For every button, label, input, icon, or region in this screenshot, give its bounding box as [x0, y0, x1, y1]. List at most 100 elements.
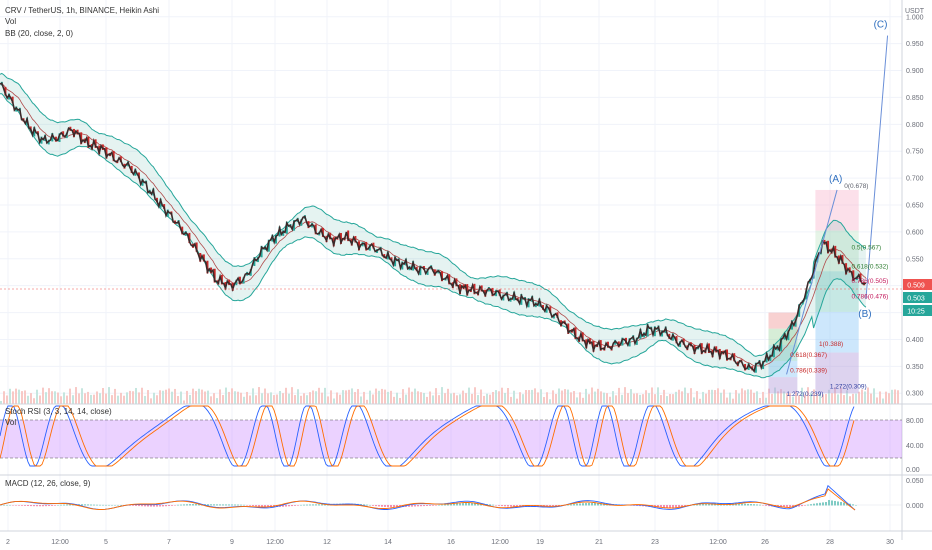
price-tick-label: 0.550 — [906, 256, 924, 263]
fib-label: 0.786(0.339) — [790, 367, 827, 374]
candle — [581, 332, 584, 342]
volume-bar — [561, 390, 563, 404]
macd-bar — [138, 505, 140, 507]
volume-bar — [465, 393, 467, 404]
volume-bar — [729, 392, 731, 404]
macd-bar — [678, 505, 680, 508]
candle — [260, 245, 263, 258]
vertical-grid — [7, 0, 891, 531]
candle — [805, 288, 808, 300]
candle — [567, 323, 570, 334]
volume-bar — [57, 392, 59, 404]
macd-bar — [498, 505, 500, 506]
volume-bar — [831, 393, 833, 404]
candle — [242, 277, 245, 284]
volume-bar — [231, 388, 233, 404]
volume-bar — [261, 393, 263, 404]
macd-bar — [381, 505, 383, 507]
volume-bar — [351, 388, 353, 404]
volume-bar — [156, 395, 158, 404]
volume-bar — [456, 395, 458, 404]
macd-bar — [807, 504, 809, 506]
macd-bar — [579, 503, 581, 506]
volume-bar — [288, 393, 290, 404]
time-tick-label: 30 — [886, 539, 894, 546]
volume-bar — [129, 390, 131, 404]
stoch-label: Stoch RSI (3, 3, 14, 14, close) — [5, 407, 112, 416]
candle — [560, 320, 563, 327]
volume-bar — [765, 397, 767, 404]
volume-bar — [771, 393, 773, 404]
macd-bar — [462, 503, 464, 506]
volume-bar — [114, 388, 116, 404]
volume-bar — [495, 390, 497, 404]
volume-bar — [483, 395, 485, 404]
candle — [733, 353, 736, 362]
volume-bar — [537, 392, 539, 404]
bollinger-upper-band — [0, 72, 867, 357]
stoch-k-line — [0, 405, 855, 467]
volume-bar — [717, 388, 719, 404]
volume-bar — [390, 390, 392, 404]
candle — [671, 333, 674, 341]
volume-bar — [576, 397, 578, 404]
macd-bar — [102, 504, 104, 506]
volume-bar — [369, 390, 371, 404]
macd-bar — [456, 503, 458, 506]
macd-bar — [99, 504, 101, 506]
volume-bar — [711, 389, 713, 404]
time-tick-label: 12:00 — [51, 539, 69, 546]
volume-bar — [27, 395, 29, 404]
macd-bar — [30, 505, 32, 507]
currency-label: USDT — [905, 8, 925, 15]
macd-bar — [111, 504, 113, 506]
macd-bar — [672, 505, 674, 508]
volume-bar — [324, 387, 326, 404]
last-price-tag: 0.509 — [903, 279, 932, 290]
macd-bar — [387, 505, 389, 508]
candle — [769, 354, 772, 362]
macd-bar — [711, 503, 713, 506]
candle — [293, 220, 296, 231]
time-tick-label: 26 — [761, 539, 769, 546]
macd-bar — [708, 503, 710, 506]
volume-bar — [447, 388, 449, 404]
macd-bar — [489, 504, 491, 506]
volume-bar — [588, 394, 590, 404]
macd-bar — [855, 504, 857, 506]
fib-label: 1.272(0.239) — [787, 391, 824, 398]
macd-bar — [477, 503, 479, 506]
volume-bar — [591, 387, 593, 404]
volume-bar — [420, 392, 422, 404]
volume-bar — [624, 387, 626, 404]
macd-bar — [195, 504, 197, 506]
volume-label: Vol — [5, 17, 16, 26]
macd-signal-line — [0, 488, 856, 511]
time-tick-label: 28 — [826, 539, 834, 546]
macd-bar — [660, 505, 662, 508]
volume-bar — [213, 393, 215, 404]
macd-bar — [501, 505, 503, 507]
candle — [130, 165, 133, 173]
volume-bar — [477, 395, 479, 404]
volume-bar — [870, 393, 872, 404]
macd-bar — [756, 504, 758, 506]
macd-bar — [141, 505, 143, 507]
macd-bar — [417, 505, 419, 507]
volume-bar — [120, 392, 122, 404]
time-tick-label: 14 — [384, 539, 392, 546]
macd-bar — [129, 505, 131, 506]
volume-bar — [753, 392, 755, 404]
macd-bar — [267, 505, 269, 508]
volume-bar — [210, 396, 212, 404]
macd-bar — [378, 505, 380, 507]
macd-bar — [159, 505, 161, 507]
volume-bar — [267, 393, 269, 404]
macd-bar — [309, 504, 311, 506]
stoch-band — [0, 420, 902, 458]
volume-bar — [501, 387, 503, 404]
macd-bar — [108, 504, 110, 506]
volume-bar — [90, 394, 92, 404]
candle — [440, 271, 443, 282]
candle — [646, 323, 649, 337]
